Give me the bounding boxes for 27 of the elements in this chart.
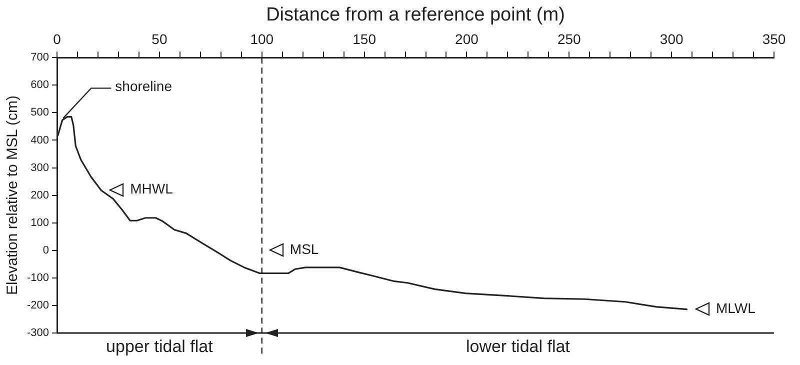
y-tick-label: -300	[26, 327, 50, 340]
text: upper tidal flat	[106, 337, 214, 356]
text: lower tidal flat	[466, 337, 570, 356]
y-tick-label: 0	[42, 244, 50, 256]
x-tick-label: 150	[352, 31, 376, 48]
y-tick-label: -200	[26, 299, 50, 312]
y-tick-label: 300	[30, 162, 50, 174]
annotation: MHWL	[130, 180, 174, 197]
x-tick-label: 200	[455, 31, 479, 48]
y-tick-label: 500	[30, 106, 50, 119]
x-tick-label: 250	[557, 31, 582, 48]
y-axis-title: Elevation relative to MSL (cm)	[4, 96, 22, 296]
annotation: MSL	[290, 241, 319, 258]
x-tick-label: 350	[762, 31, 786, 48]
x-tick-label: 50	[152, 31, 168, 48]
y-tick-label: 200	[30, 189, 50, 202]
y-tick-label: 600	[30, 79, 50, 92]
y-tick-label: 700	[30, 52, 50, 64]
y-tick-label: 400	[30, 134, 50, 146]
y-tick-label: -100	[26, 272, 50, 284]
annotation: MLWL	[716, 300, 756, 316]
x-tick-label: 0	[53, 31, 62, 48]
annotation: shoreline	[115, 78, 172, 94]
x-tick-label: 300	[660, 31, 684, 48]
x-axis-title: Distance from a reference point (m)	[266, 4, 565, 26]
x-tick-label: 100	[250, 31, 274, 48]
y-tick-label: 100	[30, 216, 50, 229]
